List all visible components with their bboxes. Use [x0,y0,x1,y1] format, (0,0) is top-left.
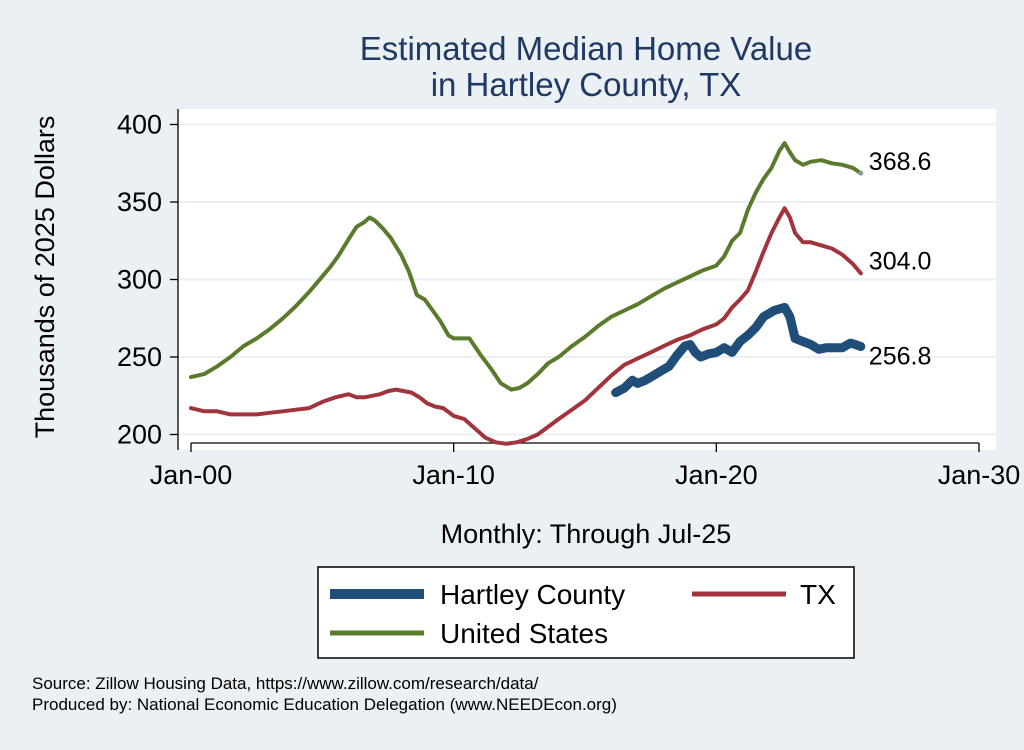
x-tick-label: Jan-20 [675,460,758,490]
series-line-tx [189,206,863,446]
end-label-hartley-county: 256.8 [869,342,932,370]
y-axis: 200 250 300 350 400 [117,109,179,450]
x-tick-label: Jan-30 [938,460,1021,490]
chart-title-line-1: Estimated Median Home Value [360,30,812,67]
y-tick-label: 300 [117,265,162,295]
end-marker-united-states [858,170,864,176]
x-tick-label: Jan-00 [150,460,233,490]
y-axis-title: Thousands of 2025 Dollars [30,116,60,439]
gridlines [178,123,996,436]
legend: Hartley County TX United States [317,566,855,659]
source-note: Source: Zillow Housing Data, https://www… [32,674,539,693]
legend-label-united-states: United States [440,618,608,649]
produced-by-note: Produced by: National Economic Education… [32,695,617,714]
end-label-tx: 304.0 [869,247,932,275]
legend-box [317,566,855,659]
legend-label-hartley-county: Hartley County [440,579,625,610]
y-tick-label: 350 [117,187,162,217]
y-tick-label: 200 [117,420,162,450]
series-lines [189,141,866,446]
y-tick-label: 250 [117,342,162,372]
end-labels: 256.8 304.0 368.6 [858,148,931,370]
end-label-united-states: 368.6 [869,148,932,176]
x-tick-label: Jan-10 [412,460,495,490]
legend-label-tx: TX [800,579,836,610]
y-tick-label: 400 [117,110,162,140]
series-line-hartley-county [611,302,866,398]
x-axis: Jan-00 Jan-10 Jan-20 Jan-30 [150,442,1021,490]
series-line-united-states [189,141,863,392]
x-axis-title: Monthly: Through Jul-25 [441,519,732,549]
chart-title-line-2: in Hartley County, TX [431,66,742,103]
